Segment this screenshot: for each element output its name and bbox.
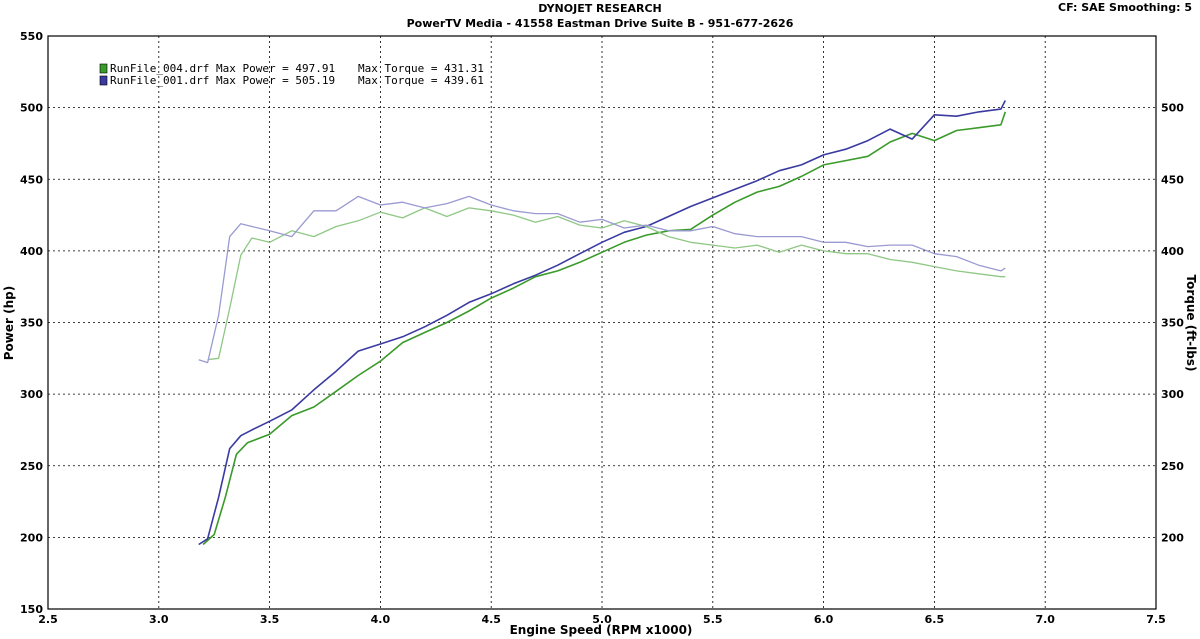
chart-title: DYNOJET RESEARCH xyxy=(538,2,662,15)
x-tick-label: 6.0 xyxy=(814,613,834,626)
y2-tick-label: 300 xyxy=(1161,388,1184,401)
y2-axis-label: Torque (ft-lbs) xyxy=(1184,275,1198,372)
x-tick-label: 6.5 xyxy=(925,613,945,626)
legend-torque-text: Max Torque = 431.31 xyxy=(358,62,484,75)
series-line-torque-2 xyxy=(207,207,1006,361)
legend-torque-text: Max Torque = 439.61 xyxy=(358,74,484,87)
y2-tick-label: 350 xyxy=(1161,317,1184,330)
legend: RunFile_004.drf Max Power = 497.91 Max To… xyxy=(99,62,484,87)
correction-factor-label: CF: SAE Smoothing: 5 xyxy=(1058,1,1192,14)
y-tick-label: 150 xyxy=(20,603,43,616)
x-tick-label: 7.5 xyxy=(1146,613,1166,626)
y2-tick-label: 250 xyxy=(1161,460,1184,473)
y2-tick-label: 450 xyxy=(1161,173,1184,186)
y-tick-label: 250 xyxy=(20,460,43,473)
legend-power-text: RunFile_001.drf Max Power = 505.19 xyxy=(110,74,335,87)
x-tick-label: 7.0 xyxy=(1035,613,1055,626)
series-line-power-0 xyxy=(202,111,1007,546)
legend-swatch xyxy=(99,75,108,86)
x-tick-label: 4.0 xyxy=(371,613,391,626)
y-tick-label: 550 xyxy=(20,30,43,43)
series-layer xyxy=(198,100,1007,546)
y2-tick-label: 200 xyxy=(1161,531,1184,544)
chart-subtitle: PowerTV Media - 41558 Eastman Drive Suit… xyxy=(406,17,794,30)
x-tick-label: 2.5 xyxy=(38,613,58,626)
grid-lines xyxy=(48,36,1156,609)
x-tick-label: 3.5 xyxy=(260,613,280,626)
y2-tick-label: 400 xyxy=(1161,245,1184,258)
y-tick-label: 500 xyxy=(20,102,43,115)
plot-frame xyxy=(47,35,1157,610)
legend-power-text: RunFile_004.drf Max Power = 497.91 xyxy=(110,62,335,75)
x-tick-labels: 2.5 3.0 3.5 4.0 4.5 5.0 5.5 6.0 6.5 7.0 7.5 xyxy=(38,613,1166,626)
y-axis-label: Power (hp) xyxy=(2,286,16,360)
y-tick-labels: 150 200 250 300 350 400 450 500 550 xyxy=(20,30,43,616)
y-tick-label: 200 xyxy=(20,531,43,544)
x-tick-label: 5.5 xyxy=(703,613,723,626)
series-line-torque-3 xyxy=(198,195,1006,364)
y2-tick-label: 500 xyxy=(1161,102,1184,115)
y-tick-label: 350 xyxy=(20,317,43,330)
x-tick-label: 5.0 xyxy=(592,613,612,626)
y-tick-label: 400 xyxy=(20,245,43,258)
y-tick-label: 300 xyxy=(20,388,43,401)
x-tick-label: 4.5 xyxy=(481,613,501,626)
y-tick-label: 450 xyxy=(20,173,43,186)
legend-swatch xyxy=(99,63,108,74)
x-axis-label: Engine Speed (RPM x1000) xyxy=(510,623,693,637)
x-tick-label: 3.0 xyxy=(149,613,169,626)
y2-tick-labels: 200 250 300 350 400 450 500 xyxy=(1161,102,1184,545)
series-line-power-1 xyxy=(198,100,1007,546)
